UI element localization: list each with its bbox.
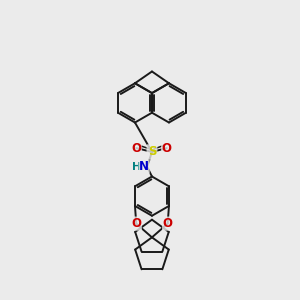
Text: O: O bbox=[131, 142, 141, 154]
Text: O: O bbox=[131, 217, 141, 230]
Text: N: N bbox=[139, 160, 149, 173]
Text: S: S bbox=[148, 146, 156, 158]
Text: O: O bbox=[163, 217, 173, 230]
Text: H: H bbox=[132, 162, 141, 172]
Text: O: O bbox=[162, 142, 172, 154]
